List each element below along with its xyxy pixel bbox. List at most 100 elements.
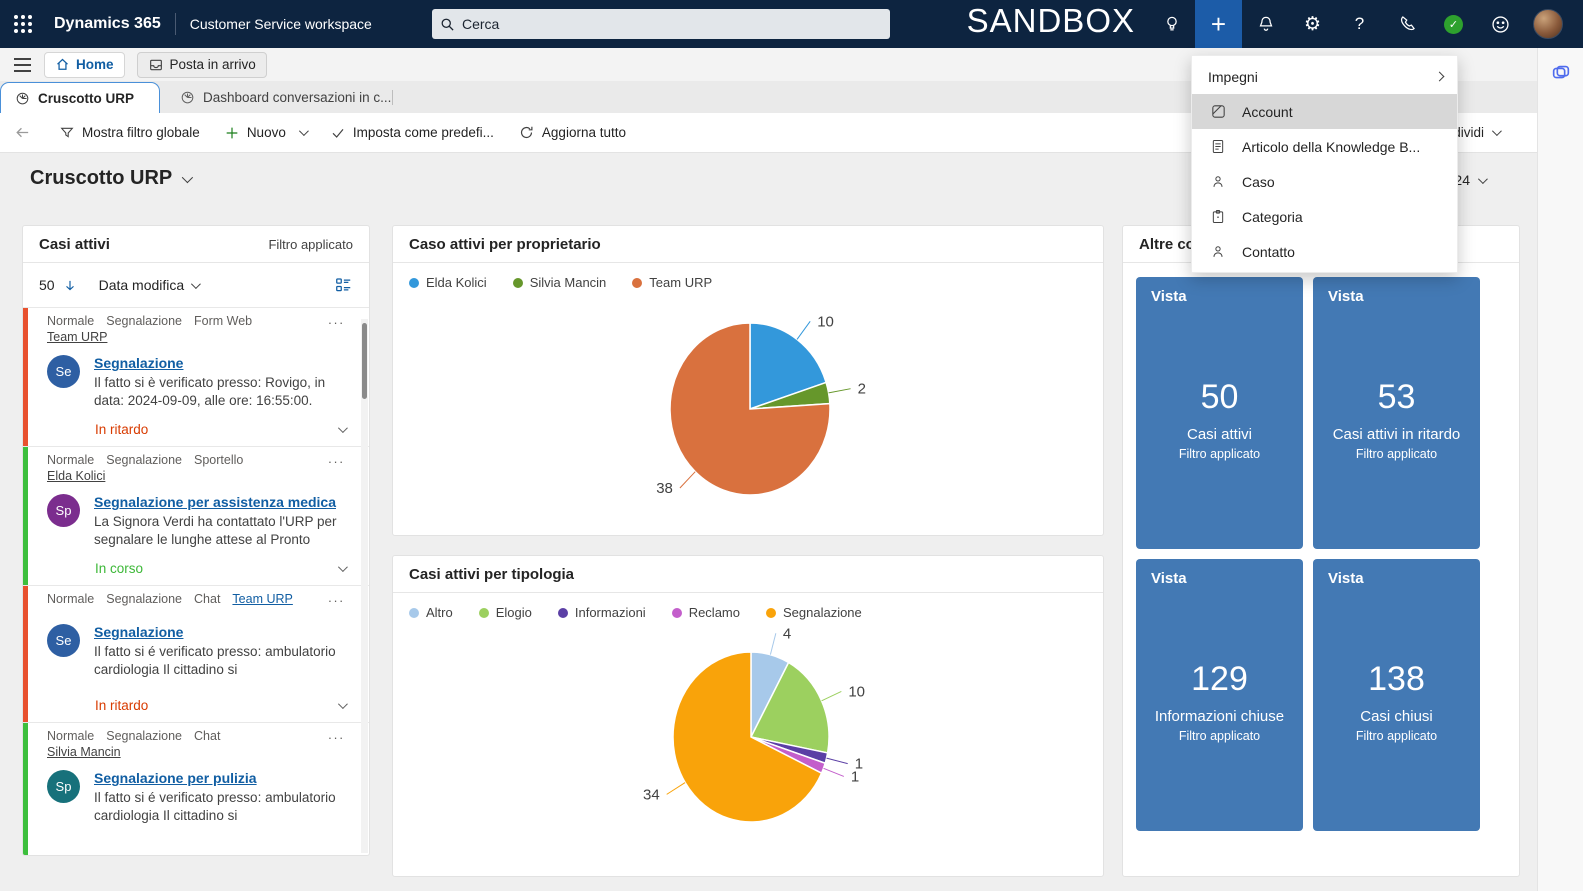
view-tile-casi-attivi[interactable]: Vista 50 Casi attivi Filtro applicato: [1136, 277, 1303, 549]
quick-create-plus-icon[interactable]: +: [1195, 0, 1242, 48]
plus-icon: [224, 125, 240, 141]
gear-icon[interactable]: ⚙: [1303, 13, 1322, 35]
view-tile-informazioni-chiuse[interactable]: Vista 129 Informazioni chiuse Filtro app…: [1136, 559, 1303, 831]
pie-chart-owner[interactable]: 10 2 38: [393, 290, 1105, 522]
case-list-item[interactable]: Normale Segnalazione Sportello ... Elda Ko…: [23, 446, 369, 585]
expand-chevron-icon[interactable]: [337, 562, 348, 573]
quick-create-menu: Impegni Account Articolo della Knowledge…: [1191, 55, 1458, 273]
session-tab-inbox[interactable]: Posta in arrivo: [136, 51, 267, 78]
case-title-link[interactable]: Segnalazione per pulizia: [94, 770, 257, 786]
legend-item[interactable]: Altro: [409, 605, 453, 620]
date-filter-partial[interactable]: 24: [1454, 172, 1488, 188]
sort-field-dropdown[interactable]: Data modifica: [99, 277, 202, 293]
case-title-link[interactable]: Segnalazione: [94, 624, 184, 640]
case-description: Il fatto si é verificato presso: ambulat…: [94, 644, 336, 677]
chevron-down-icon[interactable]: [298, 126, 309, 137]
case-owner-link[interactable]: Elda Kolici: [47, 469, 106, 483]
new-button[interactable]: Nuovo: [212, 113, 318, 152]
copilot-panel-icon[interactable]: [1550, 62, 1572, 84]
refresh-all-button[interactable]: Aggiorna tutto: [506, 113, 638, 152]
session-tab-home[interactable]: Home: [44, 51, 125, 78]
lightbulb-icon[interactable]: [1148, 0, 1195, 48]
set-as-default-button[interactable]: Imposta come predefi...: [318, 113, 506, 152]
help-icon[interactable]: ?: [1354, 14, 1365, 33]
legend-dot: [409, 277, 419, 288]
more-options-icon[interactable]: ...: [328, 590, 345, 605]
svg-text:10: 10: [848, 683, 865, 700]
case-status: In corso: [95, 561, 144, 576]
case-avatar: Se: [47, 355, 80, 388]
svg-text:10: 10: [817, 313, 834, 330]
global-search[interactable]: [432, 9, 890, 39]
case-owner-link[interactable]: Team URP: [232, 592, 293, 606]
smiley-feedback-icon[interactable]: [1477, 0, 1524, 48]
new-button-label: Nuovo: [246, 125, 286, 140]
case-title-link[interactable]: Segnalazione per assistenza medica: [94, 494, 336, 510]
panel-title: Casi attivi: [39, 236, 110, 253]
date-filter-text: 24: [1454, 172, 1470, 188]
phone-icon[interactable]: [1383, 0, 1430, 48]
menu-item-contatto[interactable]: Contatto: [1192, 234, 1457, 269]
tile-label: Casi chiusi: [1360, 707, 1433, 725]
tab-inactive-label: Dashboard conversazioni in c...: [203, 90, 392, 105]
svg-text:1: 1: [855, 756, 863, 773]
list-scrollbar[interactable]: [361, 319, 368, 853]
status-color-bar: [23, 723, 28, 855]
expand-chevron-icon[interactable]: [337, 423, 348, 434]
app-launcher-waffle-icon[interactable]: [0, 0, 46, 48]
view-tile-casi-attivi-in-ritardo[interactable]: Vista 53 Casi attivi in ritardo Filtro a…: [1313, 277, 1480, 549]
tile-kicker: Vista: [1151, 570, 1187, 587]
back-button[interactable]: [0, 113, 47, 152]
legend-item[interactable]: Informazioni: [557, 605, 646, 620]
case-tags: Normale Segnalazione Chat Team URP ...: [47, 590, 345, 606]
more-options-icon[interactable]: ...: [328, 727, 345, 742]
case-list-item[interactable]: Normale Segnalazione Chat ... Silvia Manci…: [23, 722, 369, 855]
svg-text:1: 1: [851, 768, 859, 785]
pie-chart-type[interactable]: 4 10 11 34: [393, 620, 1105, 862]
user-avatar[interactable]: [1524, 0, 1571, 48]
tile-value: 50: [1200, 377, 1239, 416]
chart-title: Caso attivi per proprietario: [409, 236, 601, 253]
menu-item-categoria[interactable]: Categoria: [1192, 199, 1457, 234]
legend-item[interactable]: Elda Kolici: [409, 275, 487, 290]
more-options-icon[interactable]: ...: [328, 451, 345, 466]
dashboard-icon: [15, 91, 30, 106]
case-list-item[interactable]: Normale Segnalazione Form Web ... Team URP…: [23, 307, 369, 446]
legend-dot: [409, 607, 419, 618]
case-title-link[interactable]: Segnalazione: [94, 355, 184, 371]
dashboard-selector-chevron-icon[interactable]: [181, 171, 194, 183]
presence-available-icon[interactable]: ✓: [1430, 0, 1477, 48]
tab-cruscotto-urp[interactable]: Cruscotto URP: [0, 82, 160, 113]
tab-active-label: Cruscotto URP: [38, 90, 135, 106]
tab-dashboard-conversazioni[interactable]: Dashboard conversazioni in c...: [166, 82, 405, 113]
bell-icon[interactable]: [1242, 0, 1289, 48]
legend-item[interactable]: Segnalazione: [765, 605, 862, 620]
menu-item-impegni[interactable]: Impegni: [1192, 59, 1457, 94]
legend-dot: [512, 277, 523, 288]
knowledge-article-icon: [1208, 138, 1228, 155]
share-button-partial[interactable]: dividi: [1453, 125, 1502, 140]
chevron-down-icon[interactable]: [1491, 126, 1502, 137]
case-list-item[interactable]: Normale Segnalazione Chat Team URP ... Se …: [23, 585, 369, 722]
expand-chevron-icon[interactable]: [337, 699, 348, 710]
legend-item[interactable]: Reclamo: [671, 605, 740, 620]
legend-item[interactable]: Elogio: [478, 605, 532, 620]
view-tile-casi-chiusi[interactable]: Vista 138 Casi chiusi Filtro applicato: [1313, 559, 1480, 831]
site-map-hamburger-icon[interactable]: [0, 57, 44, 72]
case-owner-link[interactable]: Team URP: [47, 330, 108, 344]
case-owner-link[interactable]: Silvia Mancin: [47, 745, 121, 759]
card-view-switcher-icon[interactable]: [334, 276, 353, 294]
case-icon: [1208, 173, 1228, 190]
show-global-filter-button[interactable]: Mostra filtro globale: [47, 113, 212, 152]
menu-item-articolo-knowledge[interactable]: Articolo della Knowledge B...: [1192, 129, 1457, 164]
active-cases-panel: Casi attivi Filtro applicato 50 Data mod…: [22, 225, 370, 856]
case-avatar: Sp: [47, 770, 80, 803]
legend-item[interactable]: Team URP: [632, 275, 712, 290]
menu-item-caso[interactable]: Caso: [1192, 164, 1457, 199]
menu-item-account[interactable]: Account: [1192, 94, 1457, 129]
search-input[interactable]: [462, 16, 882, 32]
legend-item[interactable]: Silvia Mancin: [512, 275, 606, 290]
more-options-icon[interactable]: ...: [328, 312, 345, 327]
sort-descending-icon[interactable]: [63, 278, 77, 293]
case-tags: Normale Segnalazione Sportello ...: [47, 451, 345, 467]
